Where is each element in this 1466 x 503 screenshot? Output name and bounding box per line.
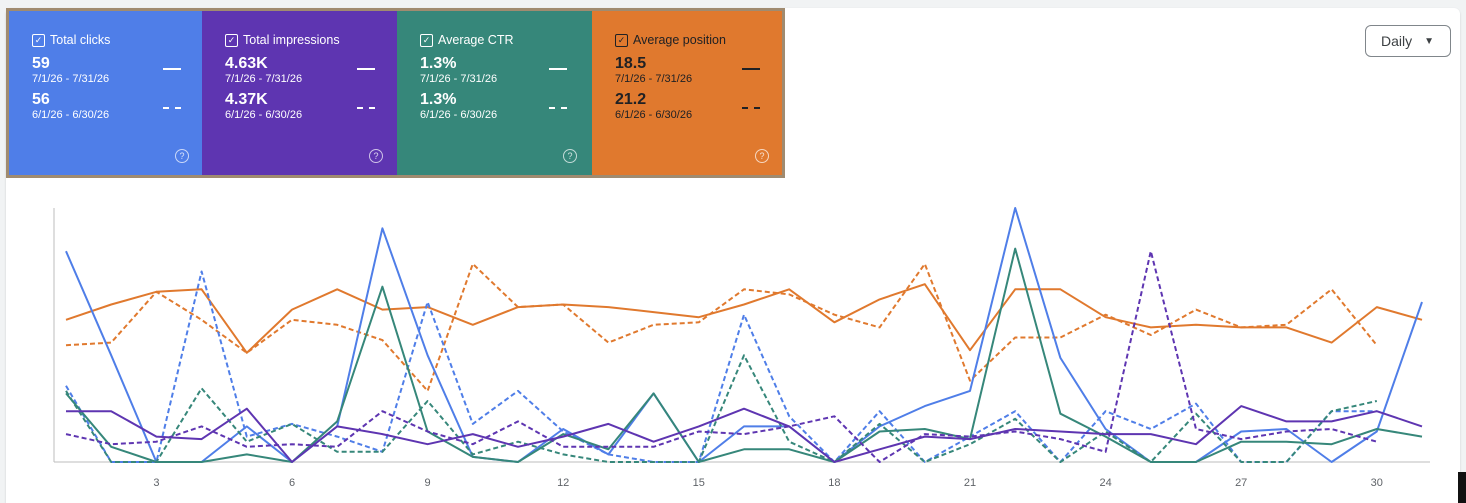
metric-previous-range: 6/1/26 - 6/30/26 (420, 109, 498, 121)
metric-previous-value: 4.37K (225, 91, 268, 108)
metric-card-ctr[interactable]: ✓ Average CTR 1.3% 7/1/26 - 7/31/26 1.3% … (397, 11, 592, 175)
metric-current-value: 18.5 (615, 55, 647, 72)
metric-current-range: 7/1/26 - 7/31/26 (420, 73, 498, 85)
metric-label: Average position (633, 33, 726, 47)
series-line-5 (65, 354, 1378, 463)
metric-current-range: 7/1/26 - 7/31/26 (615, 73, 693, 85)
series-line-6 (66, 405, 1423, 463)
solid-line-legend-icon (742, 68, 760, 70)
x-tick-label: 30 (1371, 477, 1383, 489)
metric-current-range: 7/1/26 - 7/31/26 (32, 73, 110, 85)
solid-line-legend-icon (549, 68, 567, 70)
dashed-line-legend-icon (163, 107, 181, 109)
checkbox-icon[interactable]: ✓ (615, 33, 628, 47)
period-select[interactable]: Daily ▼ (1365, 25, 1451, 57)
x-tick-label: 24 (1099, 477, 1111, 489)
metric-previous-range: 6/1/26 - 6/30/26 (225, 109, 303, 121)
metric-card-position[interactable]: ✓ Average position 18.5 7/1/26 - 7/31/26 … (592, 11, 782, 175)
series-line-1 (65, 262, 1378, 392)
metric-label: Total clicks (50, 33, 111, 47)
dashed-line-legend-icon (357, 107, 375, 109)
dashed-line-legend-icon (549, 107, 567, 109)
solid-line-legend-icon (163, 68, 181, 70)
corner-block (1458, 472, 1466, 503)
metric-previous-range: 6/1/26 - 6/30/26 (615, 109, 693, 121)
metric-current-value: 1.3% (420, 55, 457, 72)
x-tick-label: 27 (1235, 477, 1247, 489)
caret-down-icon: ▼ (1424, 35, 1435, 47)
metric-label: Average CTR (438, 33, 514, 47)
dashed-line-legend-icon (742, 107, 760, 109)
checkbox-icon[interactable]: ✓ (225, 33, 238, 47)
solid-line-legend-icon (357, 68, 375, 70)
metric-label: Total impressions (243, 33, 340, 47)
series-line-3 (65, 270, 1377, 463)
metric-previous-value: 1.3% (420, 91, 457, 108)
help-icon[interactable]: ? (755, 149, 769, 163)
metric-current-value: 4.63K (225, 55, 268, 72)
period-select-value: Daily (1381, 33, 1413, 49)
series-line-0 (65, 283, 1423, 354)
help-icon[interactable]: ? (369, 149, 383, 163)
metric-current-range: 7/1/26 - 7/31/26 (225, 73, 303, 85)
metric-card-clicks[interactable]: ✓ Total clicks 59 7/1/26 - 7/31/26 56 6/1… (9, 11, 202, 175)
x-tick-label: 3 (153, 477, 159, 489)
metric-previous-range: 6/1/26 - 6/30/26 (32, 109, 110, 121)
x-tick-label: 12 (557, 477, 569, 489)
checkbox-icon[interactable]: ✓ (420, 33, 433, 47)
metric-current-value: 59 (32, 55, 50, 72)
x-tick-label: 9 (425, 477, 431, 489)
help-icon[interactable]: ? (175, 149, 189, 163)
x-tick-label: 15 (693, 477, 705, 489)
x-tick-label: 18 (828, 477, 840, 489)
x-tick-label: 6 (289, 477, 295, 489)
metric-previous-value: 21.2 (615, 91, 647, 108)
metric-cards: ✓ Total clicks 59 7/1/26 - 7/31/26 56 6/1… (6, 8, 785, 178)
checkbox-icon[interactable]: ✓ (32, 33, 45, 47)
metric-card-impressions[interactable]: ✓ Total impressions 4.63K 7/1/26 - 7/31/2… (202, 11, 397, 175)
metric-previous-value: 56 (32, 91, 50, 108)
help-icon[interactable]: ? (563, 149, 577, 163)
series-line-7 (65, 250, 1378, 463)
x-tick-label: 21 (964, 477, 976, 489)
